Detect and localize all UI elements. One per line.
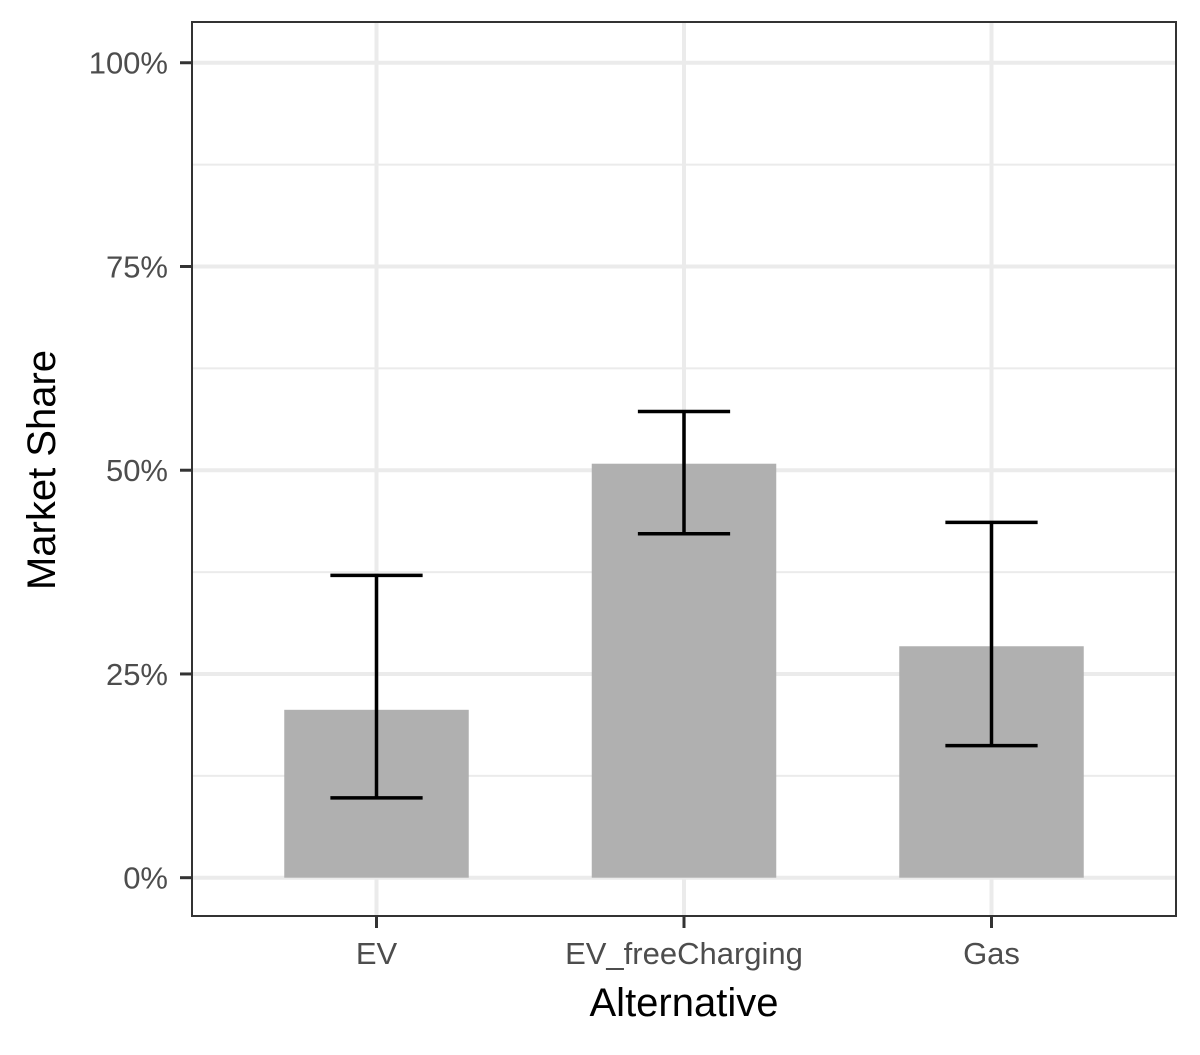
- y-tick-label: 0%: [123, 861, 168, 896]
- x-tick-label: EV: [356, 936, 398, 971]
- axis-ticks: [180, 61, 993, 928]
- y-tick-label: 50%: [106, 453, 168, 488]
- x-tick-label: EV_freeCharging: [565, 936, 803, 971]
- error-bar: [945, 520, 1038, 748]
- error-bars: [330, 409, 1038, 800]
- x-axis-title: Alternative: [590, 981, 779, 1025]
- y-tick-label: 100%: [89, 46, 168, 81]
- error-bar: [637, 409, 731, 536]
- y-axis-title: Market Share: [20, 350, 64, 590]
- y-tick-label: 75%: [106, 249, 168, 284]
- x-tick-label: Gas: [963, 936, 1020, 971]
- y-tick-label: 25%: [106, 657, 168, 692]
- error-bar: [330, 573, 423, 800]
- tick-labels: 0% 25% 50% 75% 100% EV EV_freeCharging Gas: [89, 46, 1020, 971]
